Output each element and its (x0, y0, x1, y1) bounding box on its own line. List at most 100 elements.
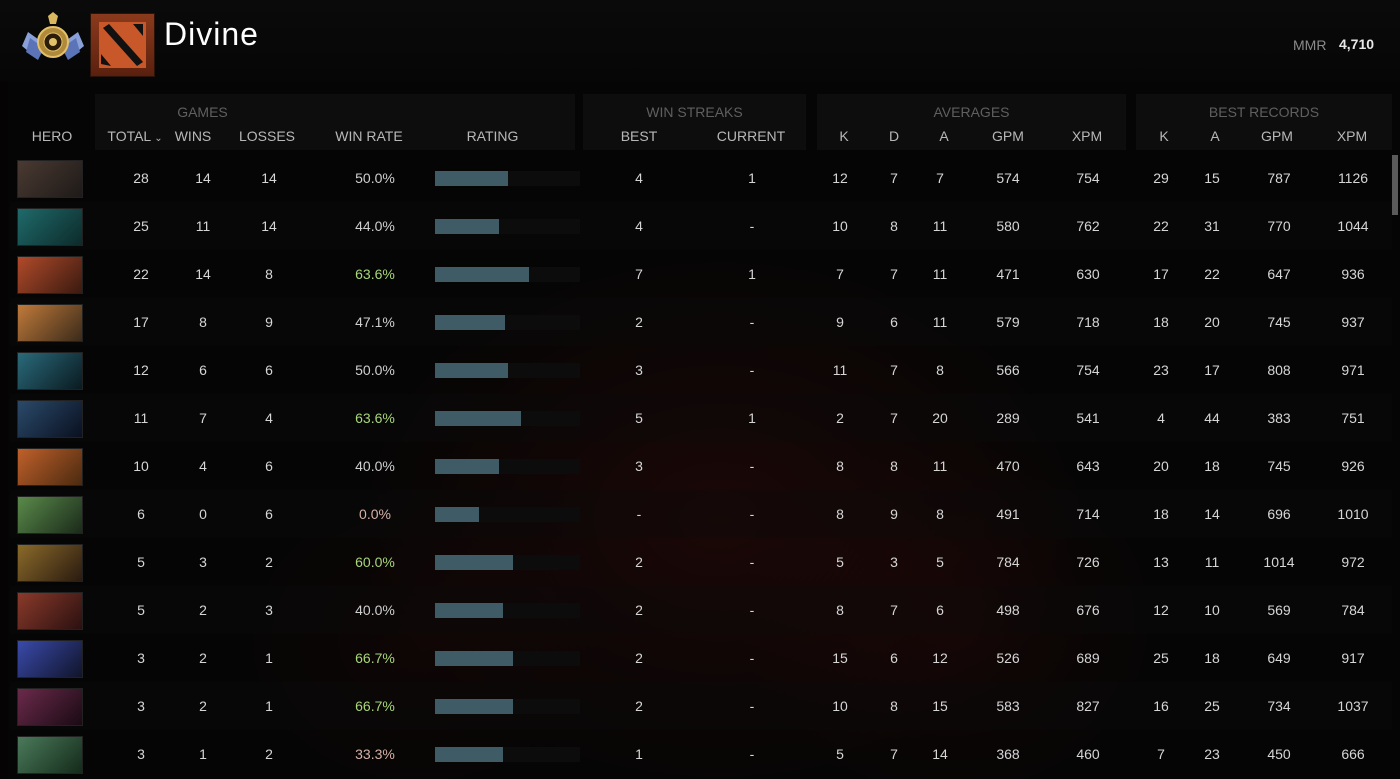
column-header-current-streak[interactable]: CURRENT (716, 128, 786, 144)
column-header-avg-assists[interactable]: A (939, 128, 949, 144)
cell-avg-assists: 8 (936, 506, 944, 522)
cell-best-streak: 2 (635, 554, 643, 570)
hero-portrait-icon[interactable] (17, 208, 83, 246)
cell-win-rate: 66.7% (355, 698, 395, 714)
hero-portrait-icon[interactable] (17, 256, 83, 294)
column-header-wins[interactable]: WINS (174, 128, 212, 144)
column-header-avg-deaths[interactable]: D (888, 128, 900, 144)
column-header-avg-xpm[interactable]: XPM (1071, 128, 1103, 144)
cell-wins: 6 (199, 362, 207, 378)
total-label: TOTAL (107, 128, 152, 144)
cell-avg-deaths: 7 (890, 410, 898, 426)
cell-best-gpm: 569 (1267, 602, 1291, 618)
dota-logo (90, 13, 155, 77)
cell-total: 5 (137, 602, 145, 618)
cell-best-xpm: 937 (1341, 314, 1365, 330)
hero-portrait-icon[interactable] (17, 400, 83, 438)
column-header-rating[interactable]: RATING (466, 128, 519, 144)
cell-total: 17 (133, 314, 149, 330)
cell-best-kills: 16 (1153, 698, 1169, 714)
hero-portrait-icon[interactable] (17, 736, 83, 774)
table-row[interactable]: 6 0 6 0.0% - - 8 9 8 491 714 18 14 696 1010 (10, 490, 1392, 538)
column-header-losses[interactable]: LOSSES (238, 128, 296, 144)
column-header-best-streak[interactable]: BEST (620, 128, 658, 144)
table-row[interactable]: 12 6 6 50.0% 3 - 11 7 8 566 754 23 17 808 971 (10, 346, 1392, 394)
cell-best-gpm: 745 (1267, 458, 1291, 474)
column-header-best-gpm[interactable]: GPM (1261, 128, 1293, 144)
cell-best-streak: 4 (635, 218, 643, 234)
hero-portrait-icon[interactable] (17, 352, 83, 390)
cell-total: 3 (137, 698, 145, 714)
cell-avg-xpm: 726 (1076, 554, 1100, 570)
cell-avg-deaths: 7 (890, 170, 898, 186)
cell-best-xpm: 936 (1341, 266, 1365, 282)
column-header-best-assists[interactable]: A (1210, 128, 1220, 144)
cell-best-assists: 23 (1204, 746, 1220, 762)
table-row[interactable]: 25 11 14 44.0% 4 - 10 8 11 580 762 22 31 770 1044 (10, 202, 1392, 250)
hero-portrait-icon[interactable] (17, 688, 83, 726)
table-row[interactable]: 22 14 8 63.6% 7 1 7 7 11 471 630 17 22 647 936 (10, 250, 1392, 298)
rating-bar-fill (435, 171, 508, 186)
cell-best-gpm: 647 (1267, 266, 1291, 282)
cell-avg-deaths: 8 (890, 698, 898, 714)
best-records-group-label: BEST RECORDS (1208, 104, 1320, 120)
hero-portrait-icon[interactable] (17, 640, 83, 678)
table-row[interactable]: 3 1 2 33.3% 1 - 5 7 14 368 460 7 23 450 666 (10, 730, 1392, 778)
cell-avg-deaths: 9 (890, 506, 898, 522)
table-row[interactable]: 11 7 4 63.6% 5 1 2 7 20 289 541 4 44 383 751 (10, 394, 1392, 442)
cell-avg-assists: 5 (936, 554, 944, 570)
cell-best-streak: 2 (635, 650, 643, 666)
column-header-hero[interactable]: HERO (31, 128, 73, 144)
cell-avg-assists: 11 (932, 458, 948, 474)
cell-best-streak: 7 (635, 266, 643, 282)
table-row[interactable]: 5 2 3 40.0% 2 - 8 7 6 498 676 12 10 569 784 (10, 586, 1392, 634)
hero-portrait-icon[interactable] (17, 160, 83, 198)
cell-avg-deaths: 7 (890, 746, 898, 762)
table-row[interactable]: 5 3 2 60.0% 2 - 5 3 5 784 726 13 11 1014 972 (10, 538, 1392, 586)
cell-losses: 2 (265, 746, 273, 762)
cell-wins: 7 (199, 410, 207, 426)
profile-header: Divine MMR 4,710 (0, 0, 1400, 82)
hero-portrait-icon[interactable] (17, 496, 83, 534)
rating-bar (435, 219, 580, 234)
cell-best-assists: 25 (1204, 698, 1220, 714)
cell-best-gpm: 808 (1267, 362, 1291, 378)
scrollbar-thumb[interactable] (1392, 155, 1398, 215)
table-row[interactable]: 10 4 6 40.0% 3 - 8 8 11 470 643 20 18 745 926 (10, 442, 1392, 490)
cell-best-xpm: 1044 (1337, 218, 1369, 234)
cell-best-gpm: 450 (1267, 746, 1291, 762)
cell-win-rate: 40.0% (355, 602, 395, 618)
table-row[interactable]: 17 8 9 47.1% 2 - 9 6 11 579 718 18 20 745 937 (10, 298, 1392, 346)
table-row[interactable]: 3 2 1 66.7% 2 - 10 8 15 583 827 16 25 734 1037 (10, 682, 1392, 730)
cell-avg-gpm: 526 (996, 650, 1020, 666)
table-row[interactable]: 3 2 1 66.7% 2 - 15 6 12 526 689 25 18 649 917 (10, 634, 1392, 682)
cell-avg-deaths: 6 (890, 650, 898, 666)
cell-current-streak: - (749, 314, 755, 330)
cell-best-kills: 7 (1157, 746, 1165, 762)
column-header-avg-gpm[interactable]: GPM (992, 128, 1024, 144)
cell-current-streak: - (749, 698, 755, 714)
cell-avg-assists: 11 (932, 218, 948, 234)
cell-wins: 14 (195, 266, 211, 282)
hero-portrait-icon[interactable] (17, 544, 83, 582)
hero-portrait-icon[interactable] (17, 304, 83, 342)
table-row[interactable]: 28 14 14 50.0% 4 1 12 7 7 574 754 29 15 787 1126 (10, 154, 1392, 202)
cell-total: 3 (137, 746, 145, 762)
cell-avg-kills: 12 (832, 170, 848, 186)
column-header-best-kills[interactable]: K (1159, 128, 1169, 144)
cell-avg-kills: 11 (832, 362, 848, 378)
hero-portrait-icon[interactable] (17, 448, 83, 486)
cell-avg-gpm: 498 (996, 602, 1020, 618)
column-header-total[interactable]: TOTAL ⌄ (100, 128, 170, 144)
rating-bar (435, 267, 580, 282)
cell-current-streak: - (749, 746, 755, 762)
cell-avg-kills: 5 (836, 746, 844, 762)
column-header-best-xpm[interactable]: XPM (1336, 128, 1368, 144)
hero-portrait-icon[interactable] (17, 592, 83, 630)
cell-avg-xpm: 762 (1076, 218, 1100, 234)
column-header-avg-kills[interactable]: K (839, 128, 849, 144)
cell-avg-kills: 10 (832, 218, 848, 234)
averages-group-label: AVERAGES (933, 104, 1010, 120)
column-header-win-rate[interactable]: WIN RATE (335, 128, 403, 144)
cell-best-assists: 44 (1204, 410, 1220, 426)
